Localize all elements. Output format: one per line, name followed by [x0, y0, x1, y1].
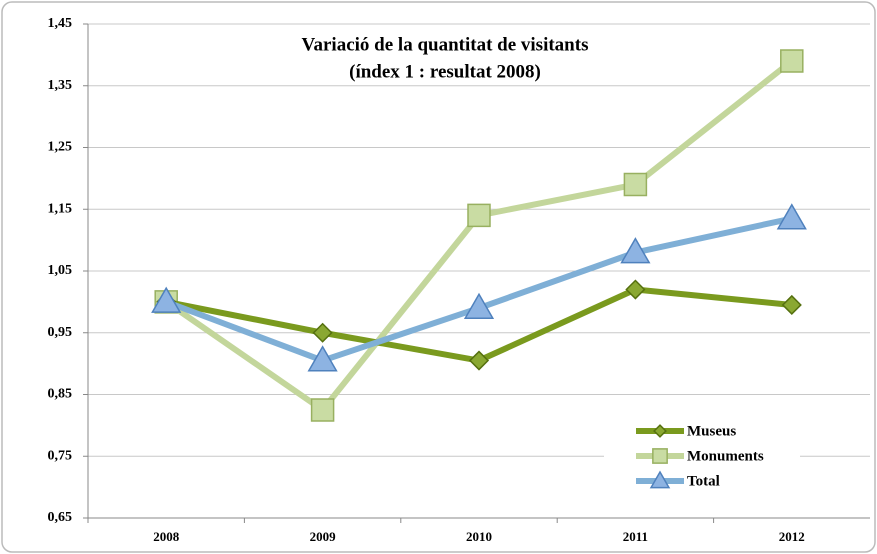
plot: [151, 49, 807, 422]
y-tick-label: 1,15: [48, 201, 73, 216]
marker: [649, 470, 671, 489]
y-tick-label: 0,65: [48, 510, 73, 525]
y-tick-label: 1,05: [48, 263, 73, 278]
marker: [310, 398, 335, 422]
chart-subtitle: (índex 1 : resultat 2008): [349, 61, 541, 82]
marker: [307, 345, 338, 372]
marker: [620, 237, 651, 264]
marker: [151, 286, 182, 313]
marker: [312, 322, 333, 343]
x-tick-label: 2009: [310, 529, 337, 544]
x-tick-label: 2010: [466, 529, 492, 544]
marker: [625, 279, 646, 300]
legend-label: Museus: [687, 423, 736, 439]
marker: [653, 424, 667, 438]
y-tick-label: 1,45: [48, 16, 73, 31]
x-tick-label: 2008: [153, 529, 180, 544]
marker: [776, 203, 807, 230]
grid: 0,65 0,75 0,85 0,95 1,05 1,15 1,25 1,35 1,45 2008…: [48, 16, 870, 544]
legend-label: Total: [687, 473, 720, 489]
marker: [467, 203, 491, 228]
x-tick-label: 2011: [623, 529, 648, 544]
marker: [463, 292, 495, 319]
marker: [780, 49, 804, 73]
marker: [781, 294, 802, 316]
legend: Museus Monuments Total: [604, 414, 800, 494]
y-tick-label: 1,25: [48, 140, 73, 155]
legend-label: Monuments: [687, 448, 764, 464]
marker: [468, 350, 490, 371]
y-tick-label: 1,35: [48, 78, 73, 93]
y-tick-label: 0,85: [48, 387, 73, 402]
marker: [623, 172, 648, 197]
x-tick-label: 2012: [779, 529, 805, 544]
chart-title: Variació de la quantitat de visitants: [302, 34, 589, 55]
y-tick-label: 0,95: [48, 325, 73, 340]
y-tick-label: 0,75: [48, 448, 73, 463]
marker: [652, 448, 668, 464]
